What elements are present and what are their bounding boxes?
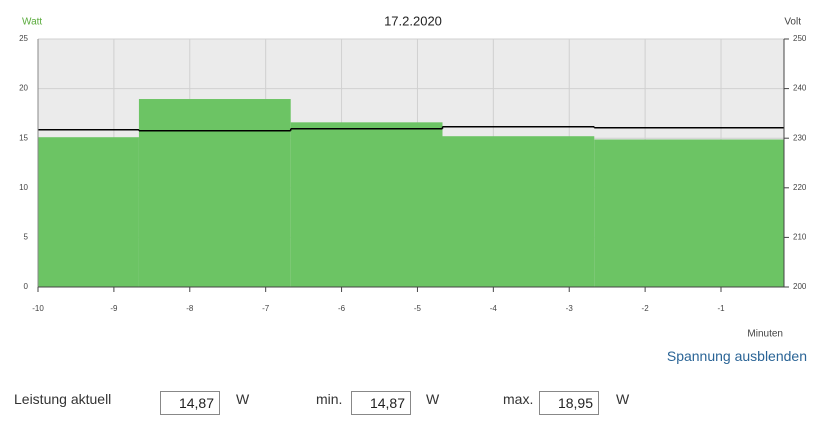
y2-axis-label: Volt	[784, 17, 801, 28]
x-tick-label: -2	[642, 304, 650, 313]
x-tick-label: -8	[186, 304, 194, 313]
y2-tick-label: 220	[793, 183, 807, 192]
y-tick-label: 0	[24, 282, 29, 291]
y-tick-label: 10	[19, 183, 28, 192]
power-bar	[138, 99, 291, 288]
y-tick-label: 15	[19, 133, 28, 142]
readout-unit: W	[426, 391, 440, 407]
chart-title: 17.2.2020	[384, 13, 442, 28]
y2-tick-label: 230	[793, 133, 807, 142]
x-tick-label: -9	[110, 304, 118, 313]
readout-label: max.	[503, 391, 534, 407]
power-bar	[594, 139, 784, 287]
y2-tick-label: 240	[793, 84, 807, 93]
y2-tick-label: 210	[793, 233, 807, 242]
y-tick-label: 5	[24, 233, 29, 242]
x-axis-label: Minuten	[747, 329, 783, 340]
power-bar	[38, 137, 139, 287]
readout-unit: W	[616, 391, 630, 407]
readout-value: 14,87	[351, 391, 411, 415]
readout-unit: W	[236, 391, 250, 407]
power-bar	[442, 136, 595, 287]
y-tick-label: 20	[19, 84, 28, 93]
y-tick-label: 25	[19, 34, 28, 43]
readout-label: min.	[316, 391, 343, 407]
x-tick-label: -3	[566, 304, 574, 313]
x-tick-label: -1	[717, 304, 725, 313]
x-tick-label: -7	[262, 304, 270, 313]
x-tick-label: -10	[32, 304, 44, 313]
power-bar	[290, 122, 443, 287]
y2-tick-label: 200	[793, 282, 807, 291]
y2-tick-label: 250	[793, 34, 807, 43]
y-axis-label: Watt	[22, 17, 42, 28]
x-tick-label: -4	[490, 304, 498, 313]
readout-label: Leistung aktuell	[14, 391, 112, 407]
readout-value: 18,95	[539, 391, 599, 415]
chart: 17.2.2020 Watt Volt Minuten -10 -9 -8 -7 -6-…	[19, 13, 807, 340]
toggle-voltage-link[interactable]: Spannung ausblenden	[666, 348, 807, 364]
readout-value: 14,87	[160, 391, 220, 415]
x-tick-label: -6	[338, 304, 346, 313]
x-tick-label: -5	[414, 304, 422, 313]
